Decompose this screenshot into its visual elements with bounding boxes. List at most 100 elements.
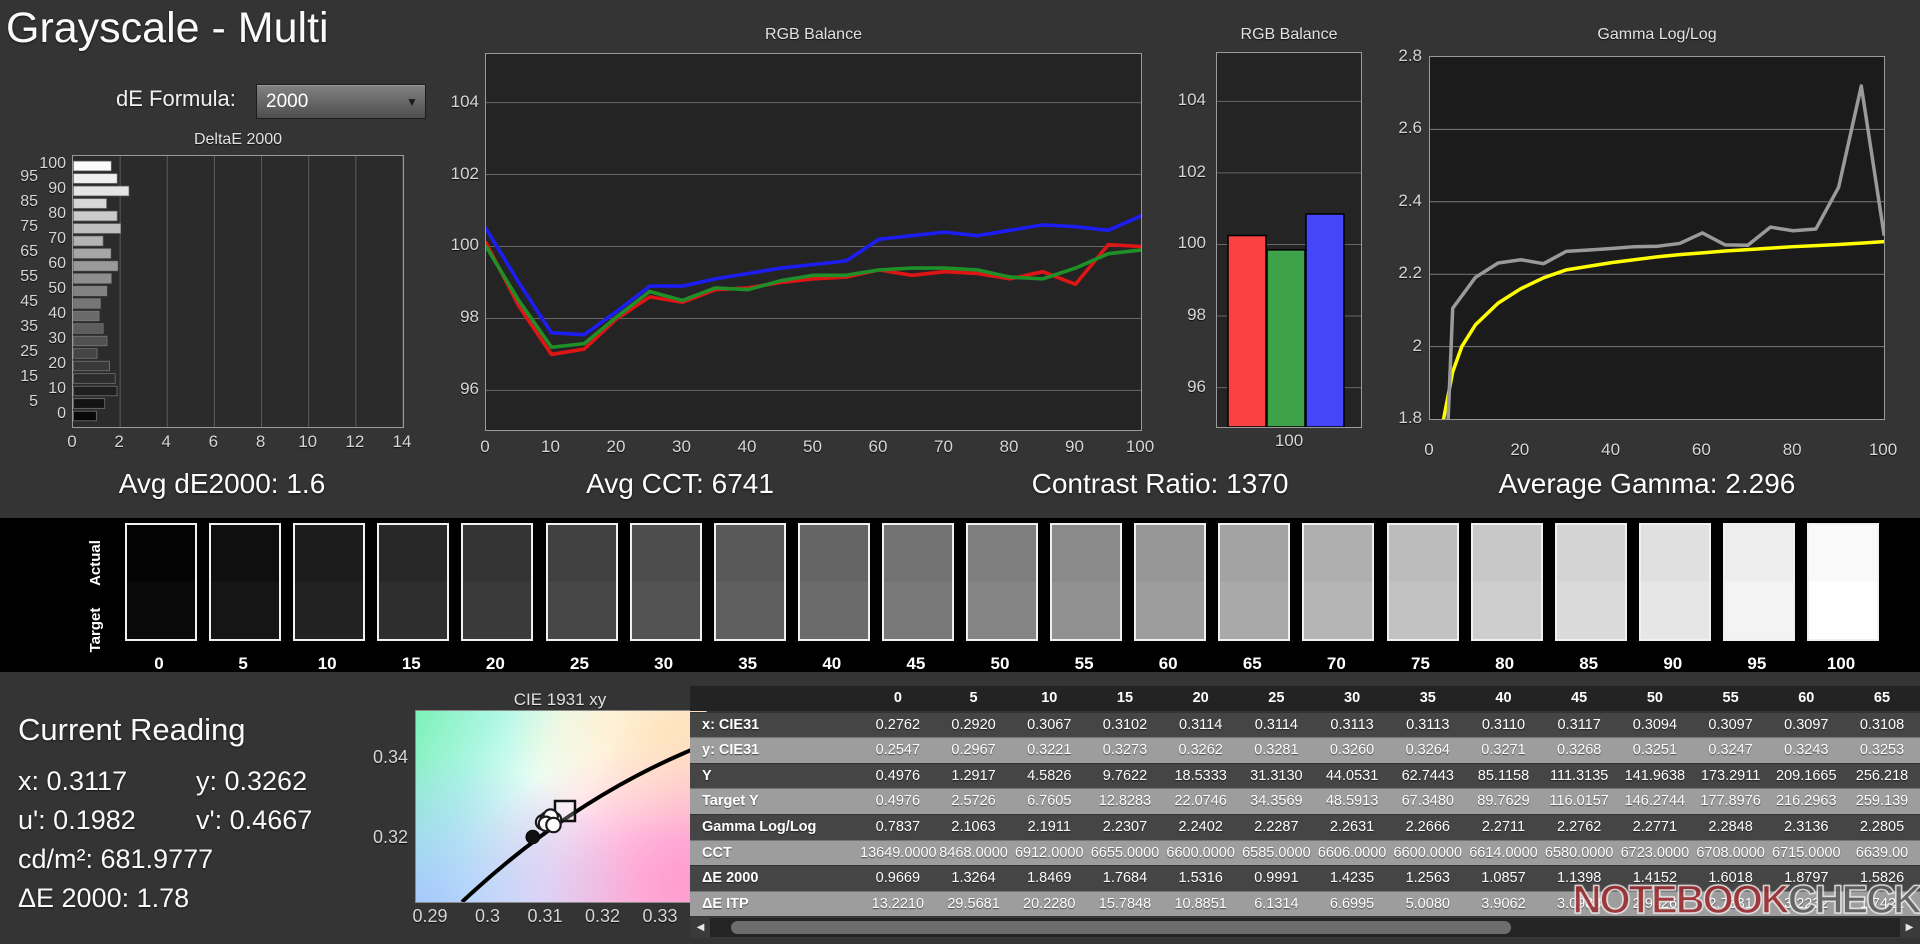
axis-tick-label: 60: [48, 255, 66, 272]
table-cell: 2.2287: [1238, 813, 1315, 840]
swatch-level-label: 60: [1158, 654, 1178, 673]
axis-tick-label: 100: [450, 235, 479, 255]
swatch-level-label: 50: [990, 654, 1010, 673]
table-corner-cell: [690, 686, 860, 711]
swatch-level-label: 95: [1747, 654, 1767, 673]
axis-tick-label: 2.2: [1398, 263, 1422, 283]
axis-tick-label: 2: [114, 432, 124, 451]
axis-tick-label: 100: [1868, 440, 1898, 459]
table-column-header: 65: [1844, 686, 1920, 711]
swatch-level-label: 65: [1242, 654, 1262, 673]
table-cell: 2.2402: [1162, 813, 1239, 840]
swatch-level-label: 85: [1579, 654, 1599, 673]
table-cell: 3.0988: [1541, 890, 1618, 917]
table-cell: 6723.0000: [1617, 839, 1693, 866]
table-column-header: 35: [1389, 686, 1466, 711]
deltae-bar: [73, 298, 101, 309]
de-formula-value: 2000: [266, 90, 309, 112]
scrollbar-thumb[interactable]: [731, 921, 1511, 934]
table-cell: 146.2744: [1617, 788, 1693, 814]
table-cell: 0.3281: [1238, 737, 1315, 763]
table-cell: 1.2917: [935, 762, 1012, 789]
table-column-header: 10: [1011, 686, 1088, 711]
deltae-bar: [73, 210, 118, 222]
axis-tick-label: 5: [29, 392, 38, 410]
table-cell: 0.3251: [1617, 737, 1693, 763]
table-cell: 0.3097: [1768, 711, 1845, 738]
table-row-label: x: CIE31: [690, 711, 860, 738]
table-cell: 0.3262: [1162, 737, 1239, 763]
axis-tick-label: 0.33: [642, 906, 678, 926]
table-cell: 12.8283: [1087, 788, 1163, 814]
axis-tick-label: 75: [20, 217, 38, 235]
table-cell: 0.3243: [1768, 737, 1845, 763]
scroll-right-icon[interactable]: ▶: [1900, 918, 1919, 937]
table-cell: 1.5316: [1162, 865, 1239, 891]
de-formula-dropdown[interactable]: 2000 ▼: [256, 84, 426, 119]
grayscale-swatch: [1218, 523, 1291, 641]
grayscale-swatch-strip: Actual Target 0 5 10 15 20 25 30 35 40 45 50 55 60 65…: [0, 518, 1920, 673]
table-cell: 9.7622: [1087, 762, 1163, 789]
deltae-bar: [73, 335, 108, 347]
reading-x: x: 0.3117: [18, 766, 128, 796]
scroll-left-icon[interactable]: ◀: [691, 918, 710, 937]
grayscale-swatch: [1302, 523, 1375, 641]
table-cell: 6.6995: [1314, 890, 1390, 917]
grayscale-swatch: [629, 523, 702, 641]
table-cell: 3.9062: [1465, 890, 1542, 917]
table-cell: 5.0080: [1389, 890, 1466, 917]
table-cell: 3.2232: [1768, 890, 1845, 917]
table-cell: 44.0531: [1314, 762, 1390, 789]
table-cell: 2.2848: [1692, 813, 1769, 840]
axis-tick-label: 0.3: [474, 906, 501, 926]
swatch-level-label: 70: [1326, 654, 1346, 673]
table-cell: 0.3268: [1541, 737, 1618, 763]
rgb-balance-line-chart: [484, 53, 1143, 431]
deltae-chart-title: DeltaE 2000: [193, 131, 283, 148]
table-cell: 2.3136: [1768, 813, 1845, 840]
reading-y: y: 0.3262: [196, 766, 308, 796]
deltae-bar: [73, 273, 112, 284]
table-cell: 1.5826: [1844, 865, 1920, 891]
table-cell: 0.3108: [1844, 711, 1920, 738]
blue-bar: [1305, 213, 1345, 428]
rgb-bar-chart-title: RGB Balance: [1240, 26, 1338, 43]
table-cell: 259.139: [1844, 788, 1920, 814]
table-cell: 0.2920: [935, 711, 1012, 738]
current-reading-title: Current Reading: [18, 712, 246, 747]
axis-tick-label: 15: [20, 367, 38, 385]
table-cell: 256.218: [1844, 762, 1920, 789]
table-row-label: Y: [690, 762, 860, 789]
table-cell: 6600.0000: [1162, 839, 1239, 866]
reading-v: v': 0.4667: [196, 805, 313, 835]
axis-tick-label: 104: [450, 91, 479, 111]
table-cell: 1.4235: [1314, 865, 1390, 891]
table-cell: 6.7605: [1011, 788, 1088, 814]
table-cell: 29.5681: [935, 890, 1012, 917]
axis-tick-label: 55: [20, 267, 38, 285]
table-cell: 15.7848: [1087, 890, 1163, 917]
table-cell: 6639.00: [1844, 839, 1920, 866]
table-column-header: 15: [1087, 686, 1163, 711]
axis-tick-label: 50: [48, 280, 66, 297]
swatch-level-label: 5: [238, 654, 248, 673]
deltae-bar: [73, 260, 119, 272]
swatch-level-label: 20: [485, 654, 505, 673]
table-scrollbar[interactable]: ◀ ▶: [690, 917, 1920, 938]
table-cell: 0.3094: [1617, 711, 1693, 738]
table-cell: 85.1158: [1465, 762, 1542, 789]
axis-tick-label: 20: [606, 437, 626, 456]
axis-tick-label: 80: [48, 205, 66, 222]
table-cell: 1.0857: [1465, 865, 1542, 891]
table-cell: 0.3253: [1844, 737, 1920, 763]
grayscale-swatch: [1638, 523, 1711, 641]
axis-tick-label: 80: [1782, 440, 1802, 459]
deltae-bar: [73, 310, 100, 322]
table-cell: 1.4152: [1617, 865, 1693, 891]
grayscale-swatch: [1554, 523, 1627, 641]
axis-tick-label: 0: [67, 432, 77, 451]
table-cell: 62.7443: [1389, 762, 1466, 789]
deltae-bar: [73, 285, 108, 297]
swatch-level-label: 45: [906, 654, 926, 673]
